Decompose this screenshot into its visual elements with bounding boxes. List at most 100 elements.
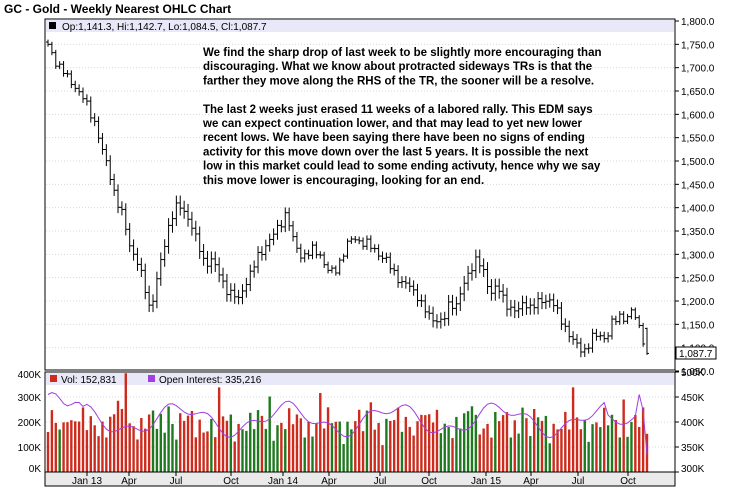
ohlc-bar xyxy=(294,231,299,253)
volume-bar xyxy=(521,407,524,472)
price-tick-label: 1,400.0 xyxy=(681,204,715,215)
volume-bar xyxy=(466,411,470,472)
ohlc-bar xyxy=(380,251,385,263)
ohlc-bar xyxy=(543,294,548,310)
volume-legend: Vol: 152,831 xyxy=(61,375,117,386)
volume-bar xyxy=(470,406,474,472)
volume-legend-swatch xyxy=(50,375,57,382)
volume-bar xyxy=(571,387,575,472)
volume-bar xyxy=(455,416,458,472)
volume-bar xyxy=(525,418,528,472)
ohlc-bar xyxy=(154,271,159,309)
volume-bar xyxy=(408,426,411,472)
ohlc-bar xyxy=(279,219,284,233)
ohlc-bar xyxy=(399,276,404,289)
volume-bar xyxy=(241,429,244,472)
ohlc-bar xyxy=(224,273,229,302)
volume-bar xyxy=(404,416,408,472)
annotation-line: activity for this move down over the las… xyxy=(203,146,589,158)
volume-bar xyxy=(400,431,404,472)
volume-bar xyxy=(132,426,135,472)
ohlc-bar xyxy=(571,331,576,345)
ohlc-bar xyxy=(368,235,373,253)
volume-bar xyxy=(533,408,536,472)
price-tick-label: 1,700.0 xyxy=(681,64,715,75)
ohlc-bar xyxy=(376,244,381,261)
ohlc-bar xyxy=(645,327,649,355)
ohlc-bar xyxy=(92,113,97,127)
volume-bar xyxy=(116,400,120,472)
volume-bar xyxy=(482,428,485,472)
price-tick-label: 1,350.0 xyxy=(681,227,715,238)
ohlc-bar xyxy=(528,298,533,315)
volume-bar xyxy=(517,433,520,472)
ohlc-bar xyxy=(590,328,595,353)
ohlc-bar xyxy=(256,246,261,274)
oi-tick-label: 350K xyxy=(681,443,705,454)
volume-bar xyxy=(338,421,341,472)
ohlc-bar xyxy=(477,249,482,274)
volume-bar xyxy=(544,415,548,472)
volume-bar xyxy=(280,422,283,472)
volume-bar xyxy=(641,407,645,472)
volume-bar xyxy=(182,420,186,472)
ohlc-bar xyxy=(497,278,502,299)
volume-bar xyxy=(54,422,57,472)
volume-bar xyxy=(105,437,108,472)
ohlc-bar xyxy=(248,264,253,292)
oi-tick-label: 400K xyxy=(681,418,705,429)
volume-bar xyxy=(439,433,443,472)
x-tick-label: Apr xyxy=(321,476,337,487)
ohlc-bar xyxy=(182,200,187,219)
ohlc-bar xyxy=(524,295,529,315)
volume-bar xyxy=(77,421,81,472)
ohlc-bar xyxy=(532,298,537,315)
volume-bar xyxy=(334,421,338,472)
volume-bar xyxy=(50,410,54,472)
volume-bar xyxy=(89,416,92,472)
ohlc-bar xyxy=(201,244,206,266)
ohlc-bar xyxy=(329,265,334,274)
volume-bar xyxy=(564,411,567,472)
ohlc-bar xyxy=(77,84,82,96)
volume-bar xyxy=(303,437,306,472)
ohlc-bar xyxy=(578,337,583,358)
volume-bar xyxy=(556,429,559,472)
last-price-tag: 1,087.7 xyxy=(679,349,713,360)
ohlc-bar xyxy=(291,220,296,242)
volume-tick-label: 300K xyxy=(18,393,42,404)
volume-bar xyxy=(124,373,127,472)
price-tick-label: 1,050.0 xyxy=(681,367,715,378)
x-tick-label: Jul xyxy=(170,476,183,487)
volume-bar xyxy=(342,444,345,472)
price-tick-label: 1,800.0 xyxy=(681,17,715,28)
ohlc-bar xyxy=(69,70,74,89)
volume-bar xyxy=(462,413,466,472)
ohlc-bar xyxy=(209,251,214,274)
ohlc-bar xyxy=(462,275,467,302)
ohlc-bar xyxy=(217,257,222,283)
ohlc-bar xyxy=(423,294,428,319)
volume-tick-label: 100K xyxy=(18,443,42,454)
ohlc-readout: Op:1,141.3, Hi:1,142.7, Lo:1,084.5, Cl:1… xyxy=(62,22,267,33)
ohlc-bar xyxy=(108,155,113,186)
ohlc-bar xyxy=(158,252,163,286)
oi-legend-swatch xyxy=(148,375,155,382)
price-tick-label: 1,200.0 xyxy=(681,297,715,308)
ohlc-bar xyxy=(116,184,121,214)
volume-bar xyxy=(513,420,516,472)
ohlc-bar xyxy=(322,251,327,269)
annotation-line: this move lower is encouraging, looking … xyxy=(203,175,484,187)
ohlc-bar xyxy=(170,211,175,233)
volume-bar xyxy=(66,422,69,472)
price-tick-label: 1,250.0 xyxy=(681,274,715,285)
ohlc-bar xyxy=(536,291,541,315)
ohlc-bar xyxy=(637,315,642,329)
volume-bar xyxy=(175,439,178,472)
ohlc-bar xyxy=(372,244,377,253)
volume-bar xyxy=(630,421,633,472)
chart-title: GC - Gold - Weekly Nearest OHLC Chart xyxy=(4,2,231,16)
volume-bar xyxy=(497,421,501,472)
ohlc-bar xyxy=(629,307,634,320)
volume-bar xyxy=(634,414,637,472)
